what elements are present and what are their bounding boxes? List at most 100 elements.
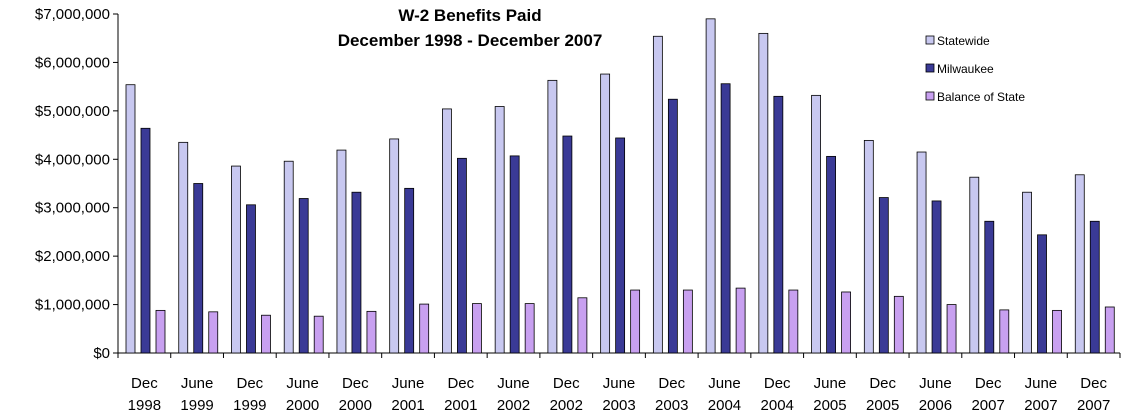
bar-milwaukee: [193, 183, 204, 354]
x-tick-label-line1: June: [708, 375, 741, 392]
x-tick-label-line2: 2003: [655, 397, 688, 414]
x-tick-label-line2: 2004: [708, 397, 741, 414]
x-tick-label-line1: June: [181, 375, 214, 392]
bar-statewide: [283, 160, 294, 354]
x-tick-label-line1: Dec: [447, 375, 474, 392]
x-tick-label-line2: 1998: [128, 397, 161, 414]
y-tick-label: $3,000,000: [35, 200, 110, 217]
bar-balance-of-state: [841, 291, 851, 354]
bar-balance-of-state: [261, 314, 271, 354]
legend: Statewide Milwaukee Balance of State: [925, 34, 1025, 104]
y-tick-label: $7,000,000: [35, 6, 110, 23]
bar-statewide: [916, 151, 927, 354]
bar-milwaukee: [878, 197, 889, 354]
bar-balance-of-state: [788, 289, 799, 354]
x-tick-label-line2: 2000: [286, 397, 319, 414]
bar-balance-of-state: [1104, 306, 1115, 354]
bars: [125, 18, 1115, 354]
bar-statewide: [494, 106, 505, 354]
bar-balance-of-state: [630, 289, 641, 354]
bar-milwaukee: [246, 204, 256, 354]
x-tick-label-line2: 2003: [602, 397, 635, 414]
x-tick-label-line2: 1999: [180, 397, 213, 414]
bar-statewide: [125, 84, 136, 354]
x-tick-label-line1: June: [497, 375, 530, 392]
bar-statewide: [811, 94, 821, 354]
x-tick-label-line2: 2006: [919, 397, 952, 414]
bar-balance-of-state: [893, 295, 904, 354]
bar-milwaukee: [404, 187, 415, 354]
bar-statewide: [863, 139, 874, 354]
x-tick-label-line2: 2002: [497, 397, 530, 414]
bar-milwaukee: [984, 220, 995, 354]
bar-milwaukee: [931, 200, 942, 354]
y-tick-label: $0: [93, 345, 110, 362]
legend-swatch: [925, 63, 935, 73]
x-tick-label-line1: June: [392, 375, 425, 392]
bar-balance-of-state: [208, 311, 219, 354]
x-tick-label-line2: 2004: [761, 397, 794, 414]
bar-milwaukee: [720, 83, 731, 354]
x-tick-label-line1: Dec: [236, 375, 263, 392]
x-tick-label-line1: June: [919, 375, 952, 392]
bar-milwaukee: [667, 98, 678, 354]
bar-statewide: [389, 138, 400, 354]
bar-milwaukee: [298, 198, 309, 354]
x-tick-label-line1: Dec: [131, 375, 158, 392]
bar-statewide: [969, 176, 980, 354]
legend-label: Statewide: [937, 34, 990, 48]
axis-labels: $0 $1,000,000 $2,000,000 $3,000,000 $4,000,0…: [35, 6, 1110, 414]
bar-statewide: [758, 32, 769, 354]
chart-title-line: W-2 Benefits Paid: [398, 6, 541, 25]
y-tick-label: $2,000,000: [35, 248, 110, 265]
bar-statewide: [547, 79, 558, 354]
x-tick-label-line2: 2000: [339, 397, 372, 414]
bar-balance-of-state: [682, 289, 693, 354]
bar-balance-of-state: [999, 309, 1010, 354]
bar-milwaukee: [351, 191, 362, 354]
x-tick-label-line2: 2005: [866, 397, 899, 414]
x-tick-label-line1: Dec: [1080, 375, 1107, 392]
bar-milwaukee: [1037, 234, 1047, 354]
x-tick-label-line1: June: [603, 375, 636, 392]
x-tick-label-line2: 2001: [444, 397, 477, 414]
bar-balance-of-state: [735, 287, 746, 354]
x-tick-label-line2: 2007: [1077, 397, 1110, 414]
bar-statewide: [178, 141, 189, 354]
x-tick-label-line1: June: [286, 375, 319, 392]
x-tick-label-line1: Dec: [764, 375, 791, 392]
bar-statewide: [1022, 191, 1032, 354]
bar-statewide: [652, 35, 663, 354]
x-tick-label-line2: 2005: [813, 397, 846, 414]
legend-swatch: [925, 35, 935, 45]
bar-balance-of-state: [472, 303, 482, 354]
bar-milwaukee: [562, 135, 573, 354]
bar-milwaukee: [509, 155, 520, 354]
y-tick-label: $6,000,000: [35, 54, 110, 71]
bar-statewide: [705, 18, 716, 354]
bar-balance-of-state: [366, 310, 377, 354]
bar-milwaukee: [826, 155, 836, 354]
bar-balance-of-state: [155, 309, 166, 354]
bar-milwaukee: [615, 137, 626, 354]
bar-balance-of-state: [313, 315, 324, 354]
x-tick-label-line1: June: [1025, 375, 1058, 392]
bar-milwaukee: [1089, 220, 1100, 354]
y-tick-label: $5,000,000: [35, 103, 110, 120]
legend-label: Milwaukee: [937, 62, 994, 76]
x-tick-label-line1: June: [814, 375, 847, 392]
bar-statewide: [336, 149, 347, 354]
chart-title: W-2 Benefits Paid December 1998 - Decembe…: [338, 6, 603, 50]
bar-statewide: [600, 73, 611, 354]
y-tick-label: $4,000,000: [35, 151, 110, 168]
bar-statewide: [442, 108, 452, 354]
x-tick-label-line1: Dec: [553, 375, 580, 392]
bar-balance-of-state: [419, 303, 430, 354]
legend-swatch: [925, 91, 935, 101]
bar-milwaukee: [457, 157, 467, 354]
x-tick-label-line1: Dec: [658, 375, 685, 392]
x-tick-label-line1: Dec: [342, 375, 369, 392]
chart-title-line: December 1998 - December 2007: [338, 31, 603, 50]
